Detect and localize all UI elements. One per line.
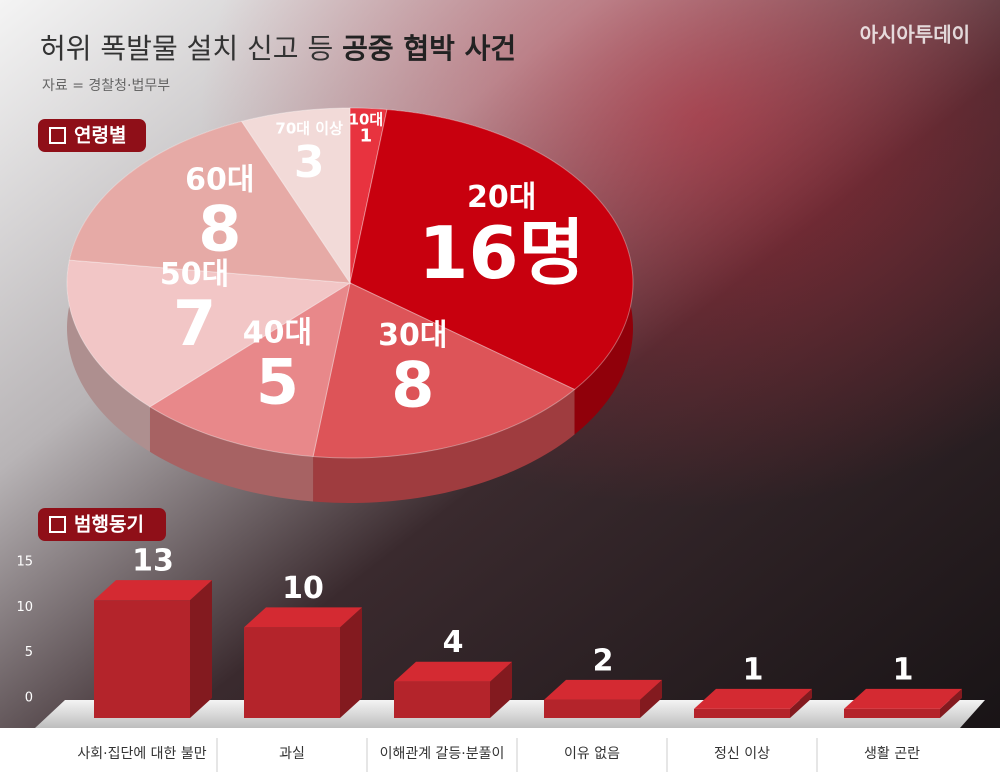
bar-side [940,688,962,718]
slice [148,281,351,458]
y-tick-label: 5 [25,645,33,660]
value-label: 1 [743,652,764,687]
section-label: 연령별 [38,119,146,152]
bar-top [844,688,962,709]
bar-chart: 0 5 10 15 13 사회·집단에 대한 불만 10 과실 4 이해관계 갈등·분풀이 2 이유 … [16,544,962,772]
slice-category: 70대 이상 [275,119,343,137]
slice-value: 16명 [418,211,584,295]
section-title: 범행동기 [74,514,144,536]
check-icon [49,127,66,144]
slice-value: 8 [391,348,434,421]
source: 자료 = 경찰청·법무부 [42,78,170,94]
y-tick-label: 10 [16,600,33,615]
slice-category: 60대 [185,163,254,198]
x-tick-label: 이유 없음 [564,746,620,762]
bar [244,627,340,718]
x-tick-label: 생활 곤란 [864,746,920,762]
slice-category: 50대 [160,257,229,292]
bar-side [340,607,362,718]
bar-top [544,679,662,700]
section-label: 범행동기 [38,508,166,541]
slice-side [149,406,314,502]
bar [94,600,190,718]
bar [394,681,490,718]
slice-category: 40대 [243,315,312,350]
x-tick-label: 정신 이상 [714,746,770,762]
slice-category: 30대 [378,318,447,353]
slice-category: 10대 [349,110,384,128]
slice [66,259,352,408]
bar-top [94,580,212,601]
value-label: 4 [443,625,464,660]
slice-side [67,260,150,452]
bar-side [490,661,512,718]
slice [349,108,634,391]
bar-side [790,688,812,718]
y-tick-label: 15 [16,555,33,570]
bar-top [394,661,512,682]
x-tick-label: 사회·집단에 대한 불만 [77,746,206,762]
y-tick-label: 0 [25,691,33,706]
brand: 아시아투데이 [860,23,970,47]
x-tick-label: 과실 [279,746,305,762]
slice [68,120,351,284]
slice [312,282,576,459]
value-label: 10 [282,571,324,606]
chart-title: 허위 폭발물 설치 신고 등 공중 협박 사건 [40,32,516,65]
slice-value: 8 [198,193,241,266]
bar [694,708,790,718]
bar [844,708,940,718]
slice [240,107,351,285]
title-bold: 공중 협박 사건 [342,32,516,65]
slice-value: 1 [360,125,373,146]
slice-side [313,389,575,503]
label-strip [0,728,1000,781]
bar-side [640,679,662,718]
slice [349,107,388,284]
slice-value: 3 [294,137,325,188]
bar-side [190,580,212,718]
slice-value: 7 [173,287,216,360]
x-tick-label: 이해관계 갈등·분풀이 [380,746,505,762]
value-label: 2 [593,643,614,678]
check-icon [49,516,66,533]
section-title: 연령별 [74,125,126,147]
slice-category: 20대 [467,180,536,215]
value-label: 13 [132,544,174,579]
slice-value: 5 [256,346,299,419]
bar-top [244,607,362,628]
bar [544,699,640,718]
bar-top [694,688,812,709]
title-regular: 허위 폭발물 설치 신고 등 [40,32,333,65]
section-badge [38,508,166,541]
value-label: 1 [893,652,914,687]
